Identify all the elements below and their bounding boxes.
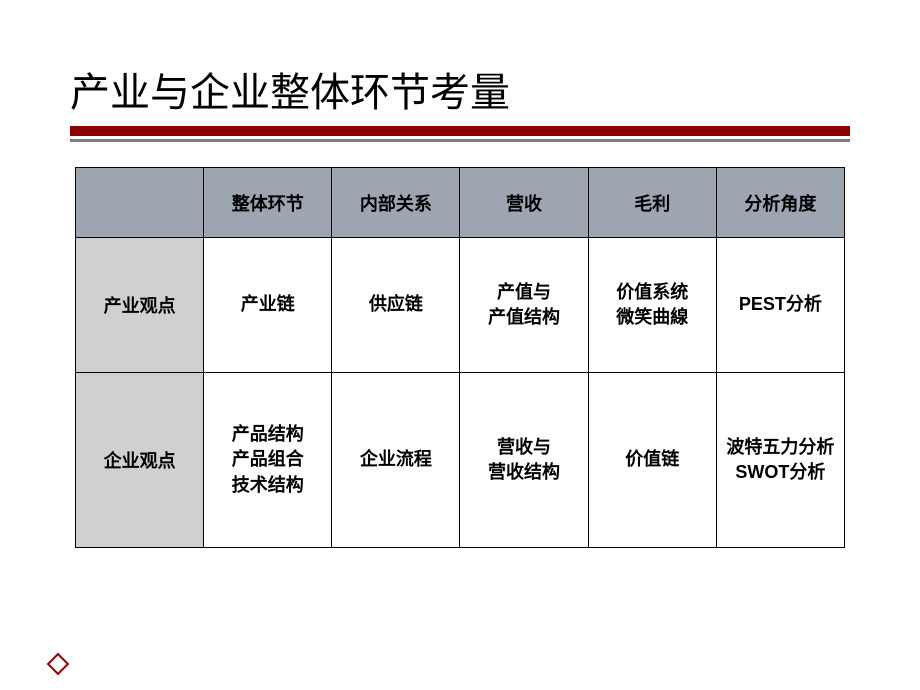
- cell-enterprise-internal: 企业流程: [332, 373, 460, 548]
- col-header-internal: 内部关系: [332, 168, 460, 238]
- cell-industry-analysis: PEST分析: [716, 238, 844, 373]
- corner-cell: [76, 168, 204, 238]
- cell-text: SWOT分析: [717, 460, 844, 485]
- cell-text: 产值与: [460, 280, 587, 305]
- cell-text: PEST分析: [717, 292, 844, 317]
- cell-enterprise-overall: 产品结构 产品组合 技术结构: [204, 373, 332, 548]
- bullet-icon: [47, 653, 70, 676]
- cell-text: 产值结构: [460, 305, 587, 330]
- col-header-analysis: 分析角度: [716, 168, 844, 238]
- col-header-overall: 整体环节: [204, 168, 332, 238]
- cell-text: 营收结构: [460, 460, 587, 485]
- table-row: 企业观点 产品结构 产品组合 技术结构 企业流程 营收与 营收结构 价值链: [76, 373, 845, 548]
- cell-text: 产业链: [204, 292, 331, 317]
- cell-industry-overall: 产业链: [204, 238, 332, 373]
- table-row: 产业观点 产业链 供应链 产值与 产值结构 价值系统 微笑曲線: [76, 238, 845, 373]
- cell-text: 产品结构: [204, 422, 331, 447]
- cell-text: 价值系统: [589, 280, 716, 305]
- cell-enterprise-analysis: 波特五力分析 SWOT分析: [716, 373, 844, 548]
- cell-text: 企业流程: [332, 447, 459, 472]
- cell-text: 微笑曲線: [589, 305, 716, 330]
- col-header-revenue: 营收: [460, 168, 588, 238]
- table-header-row: 整体环节 内部关系 营收 毛利 分析角度: [76, 168, 845, 238]
- cell-text: 营收与: [460, 435, 587, 460]
- cell-text: 供应链: [332, 292, 459, 317]
- cell-enterprise-margin: 价值链: [588, 373, 716, 548]
- slide-container: 产业与企业整体环节考量 整体环节 内部关系 营收 毛利 分析角度 产业观点: [0, 0, 920, 690]
- table-wrapper: 整体环节 内部关系 营收 毛利 分析角度 产业观点 产业链 供应链: [70, 167, 850, 548]
- row-header-industry: 产业观点: [76, 238, 204, 373]
- cell-industry-internal: 供应链: [332, 238, 460, 373]
- cell-text: 技术结构: [204, 473, 331, 498]
- cell-text: 波特五力分析: [717, 435, 844, 460]
- analysis-table: 整体环节 内部关系 营收 毛利 分析角度 产业观点 产业链 供应链: [75, 167, 845, 548]
- cell-text: 价值链: [589, 447, 716, 472]
- cell-industry-margin: 价值系统 微笑曲線: [588, 238, 716, 373]
- cell-industry-revenue: 产值与 产值结构: [460, 238, 588, 373]
- title-container: 产业与企业整体环节考量: [70, 60, 850, 142]
- title-underline-primary: [70, 126, 850, 136]
- row-header-enterprise: 企业观点: [76, 373, 204, 548]
- col-header-margin: 毛利: [588, 168, 716, 238]
- cell-enterprise-revenue: 营收与 营收结构: [460, 373, 588, 548]
- slide-title: 产业与企业整体环节考量: [70, 60, 850, 118]
- cell-text: 产品组合: [204, 447, 331, 472]
- title-underline-secondary: [70, 139, 850, 142]
